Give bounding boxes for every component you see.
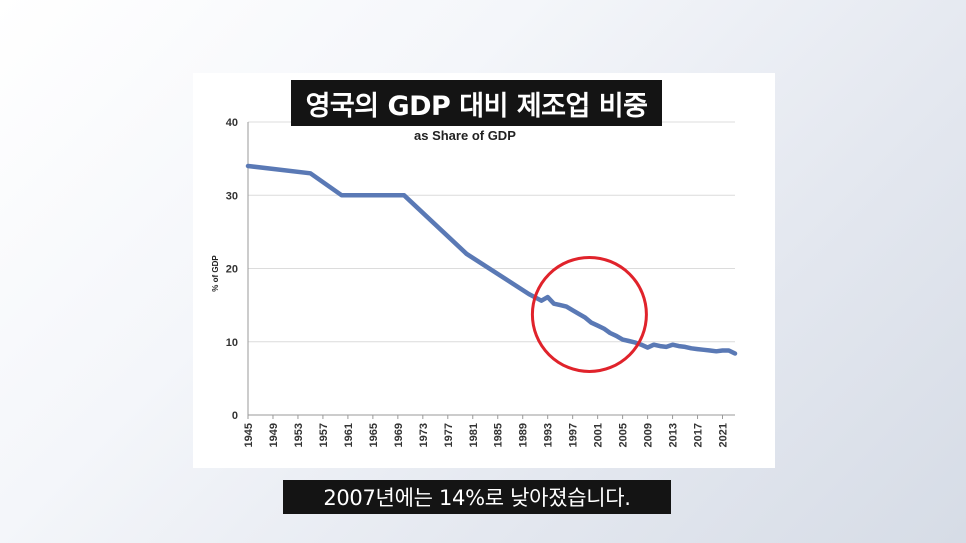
banner-title: 영국의 GDP 대비 제조업 비중 xyxy=(291,80,662,126)
y-axis-label: % of GDP xyxy=(211,255,220,292)
chart-card xyxy=(193,73,775,468)
x-tick-label: 1945 xyxy=(243,423,255,447)
x-tick-label: 1961 xyxy=(343,423,355,447)
x-tick-label: 1969 xyxy=(393,423,405,447)
y-tick-label: 0 xyxy=(232,410,238,422)
x-tick-label: 2001 xyxy=(593,423,605,447)
highlight-circle xyxy=(530,255,648,373)
x-tick-labels: 1945 1949 1953 1957 1961 1965 1969 1973 1977 1981… xyxy=(243,415,730,447)
x-tick-label: 1965 xyxy=(368,423,380,447)
x-tick-label: 2017 xyxy=(693,423,705,447)
x-tick-label: 1985 xyxy=(493,423,505,447)
x-tick-label: 2005 xyxy=(618,423,630,447)
x-tick-label: 2009 xyxy=(643,423,655,447)
x-tick-label: 1981 xyxy=(468,423,480,447)
x-tick-label: 1993 xyxy=(543,423,555,447)
y-tick-labels: 0 10 20 30 40 xyxy=(226,117,238,422)
x-tick-label: 1953 xyxy=(293,423,305,447)
y-tick-label: 40 xyxy=(226,117,238,129)
chart-title: as Share of GDP xyxy=(414,128,516,143)
gridlines xyxy=(248,121,735,343)
series-line xyxy=(245,163,738,356)
x-tick-label: 2021 xyxy=(718,423,730,447)
y-tick-label: 20 xyxy=(226,264,238,276)
y-tick-label: 30 xyxy=(226,190,238,202)
x-tick-label: 1997 xyxy=(568,423,580,447)
subtitle-caption: 2007년에는 14%로 낮아졌습니다. xyxy=(283,480,671,514)
y-tick-label: 10 xyxy=(226,337,238,349)
x-tick-label: 1989 xyxy=(518,423,530,447)
x-tick-label: 1977 xyxy=(443,423,455,447)
x-tick-label: 1973 xyxy=(418,423,430,447)
x-tick-label: 1949 xyxy=(268,423,280,447)
x-tick-label: 2013 xyxy=(668,423,680,447)
x-tick-label: 1957 xyxy=(318,423,330,447)
